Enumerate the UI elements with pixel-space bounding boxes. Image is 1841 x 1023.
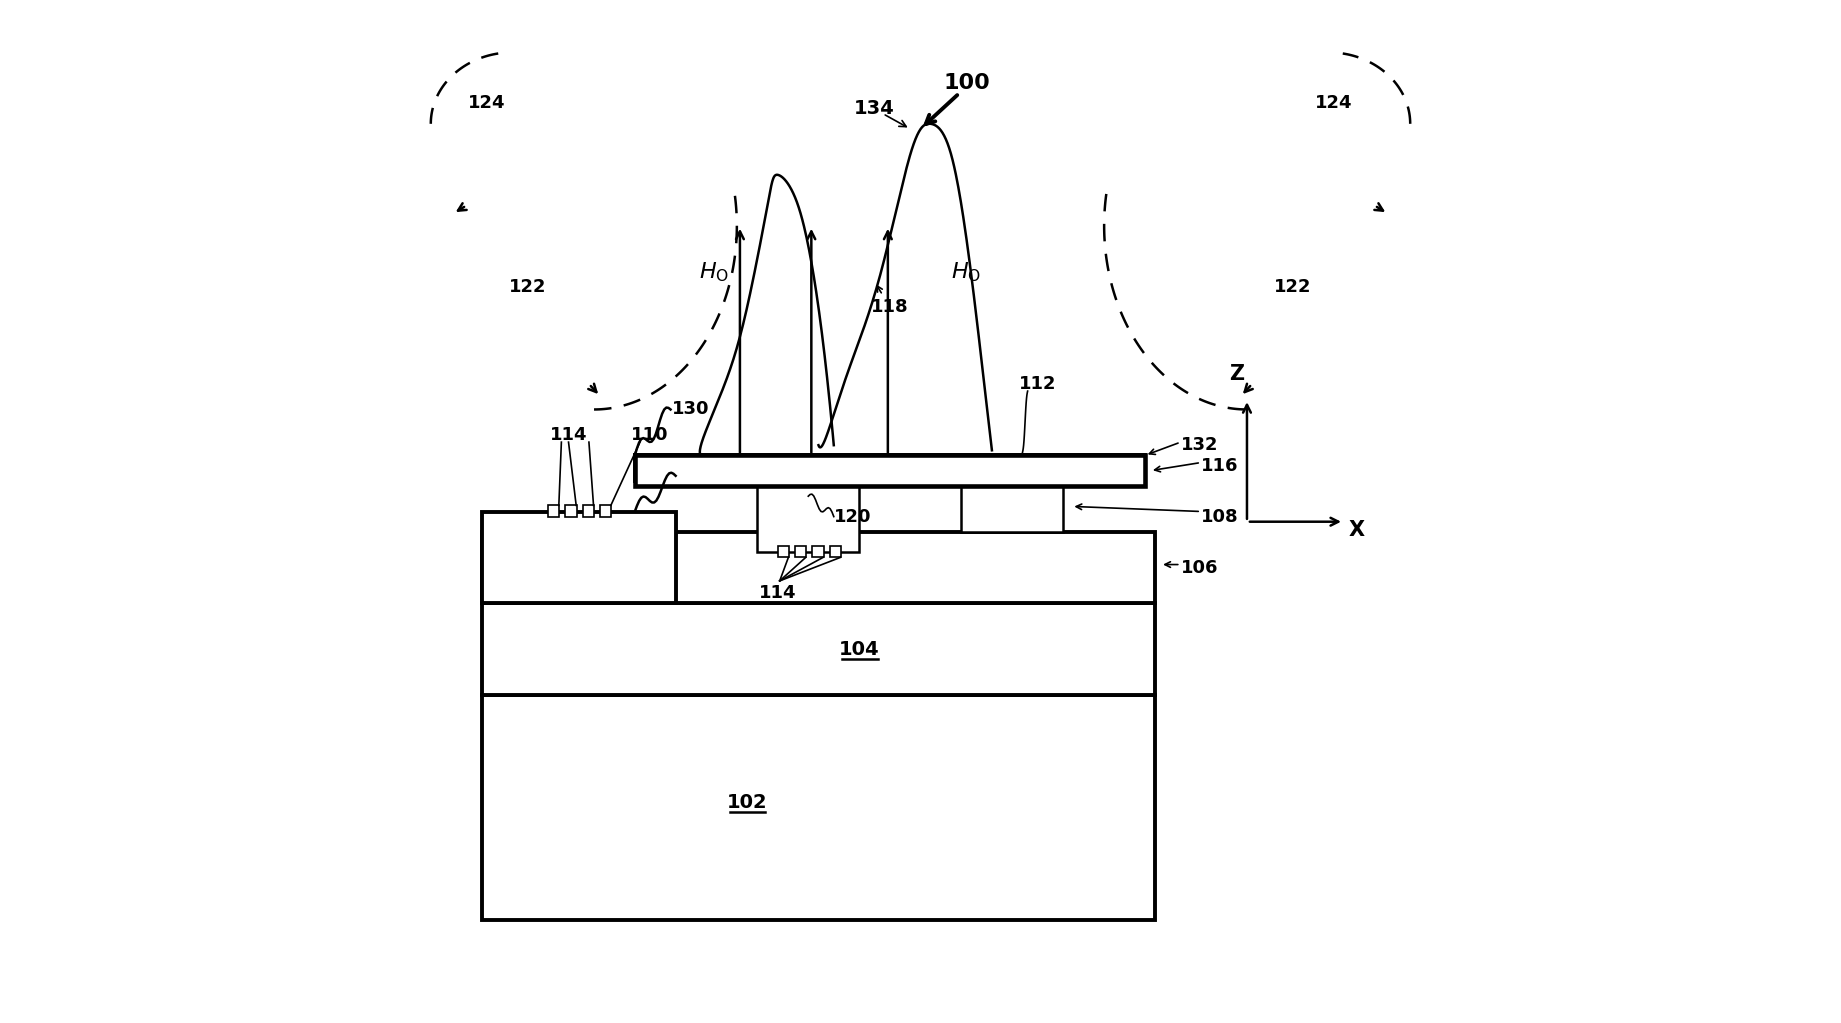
Text: 114: 114: [550, 426, 587, 444]
Text: 134: 134: [854, 99, 895, 118]
Text: $H_{\mathrm{O}}$: $H_{\mathrm{O}}$: [700, 260, 729, 283]
Text: 114: 114: [758, 584, 797, 603]
Bar: [482, 532, 1154, 604]
Bar: [482, 696, 1154, 920]
Bar: [482, 604, 1154, 696]
Bar: [549, 505, 560, 517]
Text: 122: 122: [508, 278, 547, 296]
Bar: [757, 481, 860, 552]
Text: 106: 106: [1180, 559, 1219, 577]
Bar: [482, 512, 676, 604]
Text: 124: 124: [468, 94, 506, 113]
Text: 116: 116: [1200, 456, 1239, 475]
Text: 110: 110: [631, 426, 668, 444]
Text: 120: 120: [834, 507, 871, 526]
Text: 104: 104: [839, 639, 880, 659]
Bar: [565, 505, 576, 517]
Bar: [584, 505, 595, 517]
Text: 108: 108: [1200, 507, 1239, 526]
Text: 132: 132: [1180, 436, 1219, 454]
Text: 100: 100: [943, 73, 990, 93]
Bar: [795, 546, 806, 558]
Text: Z: Z: [1230, 364, 1245, 384]
Text: 122: 122: [1274, 278, 1311, 296]
Text: 102: 102: [727, 793, 768, 812]
Text: $H_{\mathrm{O}}$: $H_{\mathrm{O}}$: [952, 260, 981, 283]
Bar: [830, 546, 841, 558]
Bar: [635, 455, 1145, 481]
Bar: [777, 546, 790, 558]
Text: 130: 130: [672, 400, 709, 418]
Text: 112: 112: [1020, 375, 1057, 393]
Bar: [812, 546, 823, 558]
Bar: [600, 505, 611, 517]
Bar: [961, 481, 1064, 532]
Text: X: X: [1349, 520, 1366, 540]
Text: 118: 118: [871, 299, 909, 316]
Text: 124: 124: [1314, 94, 1353, 113]
Bar: [635, 455, 1145, 486]
